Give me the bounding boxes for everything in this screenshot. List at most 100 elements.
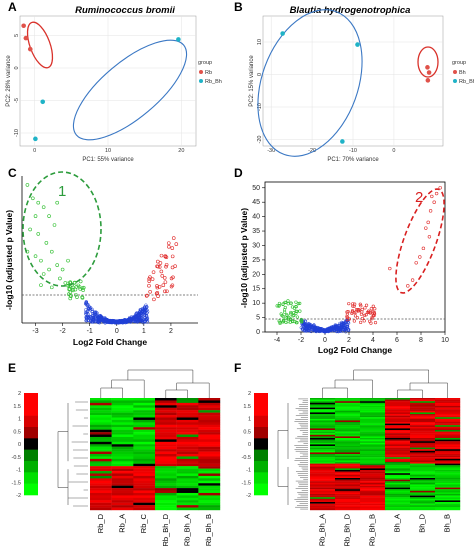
heatmap-cell <box>335 444 361 447</box>
data-point-up <box>147 279 152 283</box>
colorbar-band <box>254 404 268 416</box>
data-point-up <box>364 313 368 317</box>
heatmap-cell <box>310 462 336 464</box>
heatmap-cell <box>360 433 386 435</box>
heatmap-cell <box>410 402 436 405</box>
heatmap-cell <box>385 425 411 427</box>
heatmap-cell <box>435 455 461 458</box>
heatmap-cell <box>360 436 386 439</box>
data-point-ns <box>339 326 343 331</box>
heatmap-cell <box>155 456 177 460</box>
heatmap-cell <box>360 452 386 455</box>
heatmap-cell <box>111 444 134 447</box>
heatmap-cell <box>385 502 411 504</box>
heatmap-cell <box>310 454 336 456</box>
data-point-up <box>353 314 358 318</box>
heatmap-cell <box>155 492 177 496</box>
heatmap-cell <box>90 490 112 494</box>
legend-marker <box>199 70 203 74</box>
heatmap-cell <box>198 507 221 511</box>
heatmap-cell <box>198 436 221 440</box>
legend-marker <box>453 70 457 74</box>
heatmap-cell <box>335 489 361 491</box>
heatmap-cell <box>90 497 112 501</box>
heatmap-cell <box>410 412 436 415</box>
heatmap-cell <box>435 468 461 471</box>
heatmap-cell <box>335 490 361 493</box>
heatmap-cell <box>435 417 461 419</box>
data-point-up <box>354 308 359 312</box>
heatmap-cell <box>310 479 336 482</box>
heatmap-cell <box>410 406 436 408</box>
heatmap-cell <box>176 412 199 416</box>
heatmap-cell <box>133 424 156 428</box>
heatmap-cell <box>198 412 221 416</box>
heatmap-cell <box>176 505 199 508</box>
data-point-up <box>163 280 168 284</box>
heatmap-cell <box>410 503 436 506</box>
heatmap-cell <box>155 405 177 408</box>
heatmap-cell <box>198 466 221 469</box>
heatmap-cell <box>198 492 221 496</box>
heatmap-cell <box>385 420 411 423</box>
heatmap-cell <box>310 441 336 443</box>
heatmap-cell <box>435 478 461 480</box>
heatmap-cell <box>176 441 199 445</box>
colorbar-band <box>24 427 38 439</box>
heatmap-cell <box>385 415 411 418</box>
panel-c-points <box>25 183 179 325</box>
heatmap-cell <box>198 475 221 479</box>
heatmap-cell <box>410 494 436 496</box>
panel-a: A Ruminococcus bromii 0 10 20 5 0 -5 -10 PC1: … <box>6 0 222 163</box>
heatmap-cell <box>435 470 461 472</box>
data-point-up <box>164 264 168 269</box>
tick-label-x: 0 <box>323 337 327 344</box>
heatmap-cell <box>435 439 461 442</box>
legend-title: group <box>452 60 466 66</box>
data-point-up <box>373 307 377 311</box>
heatmap-cell <box>385 439 411 442</box>
colorbar-tick-label: -0.5 <box>242 455 251 461</box>
data-point-up <box>167 244 171 249</box>
heatmap-cell <box>310 463 336 466</box>
heatmap-cell <box>198 439 221 443</box>
tick-label-x: 0 <box>392 148 395 154</box>
colorbar-band <box>254 427 268 439</box>
heatmap-cell <box>335 497 361 499</box>
heatmap-cell <box>90 475 112 479</box>
heatmap-cell <box>155 471 177 474</box>
heatmap-cell <box>111 417 134 421</box>
heatmap-cell <box>360 428 386 431</box>
heatmap-cell <box>335 476 361 479</box>
colorbar-tick-label: 0.5 <box>243 429 251 435</box>
heatmap-cell <box>111 434 134 438</box>
heatmap-cell <box>385 407 411 410</box>
heatmap-cell <box>155 483 177 486</box>
heatmap-cell <box>176 415 199 418</box>
heatmap-cell <box>435 422 461 424</box>
data-point-down <box>288 320 292 324</box>
panel-e-colorbar: 2 1.5 1 0.5 0 -0.5 -1 -1.5 -2 <box>12 391 38 499</box>
heatmap-cell <box>111 432 134 435</box>
heatmap-cell <box>133 417 156 421</box>
heatmap-cell <box>111 471 134 474</box>
heatmap-cell <box>385 482 411 485</box>
dendrogram-branch <box>409 382 448 398</box>
heatmap-cell <box>90 454 112 457</box>
legend-marker <box>453 79 457 83</box>
heatmap-cell <box>176 500 199 503</box>
heatmap-cell <box>360 447 386 450</box>
heatmap-cell <box>310 399 336 402</box>
heatmap-cell <box>176 502 199 506</box>
heatmap-cell <box>198 405 221 408</box>
heatmap-cell <box>198 456 221 460</box>
row-dendrogram-root <box>277 430 288 487</box>
heatmap-cell <box>410 471 436 474</box>
heatmap-cell <box>198 505 221 508</box>
data-point-ns <box>314 327 318 331</box>
heatmap-cell <box>335 433 361 435</box>
heatmap-cell <box>410 430 436 432</box>
heatmap-cell <box>198 468 221 472</box>
heatmap-cell <box>410 425 436 427</box>
